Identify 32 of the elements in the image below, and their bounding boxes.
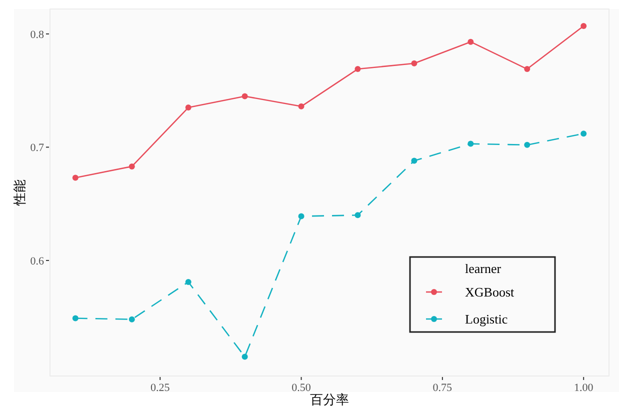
point bbox=[468, 38, 474, 45]
y-tick-label: 0.7 bbox=[30, 142, 44, 154]
point bbox=[185, 104, 192, 111]
point bbox=[580, 130, 587, 137]
point bbox=[72, 174, 78, 181]
y-axis-title: 性能 bbox=[12, 180, 27, 206]
legend-label: XGBoost bbox=[465, 284, 515, 300]
legend-title: learner bbox=[465, 261, 502, 276]
point bbox=[128, 163, 135, 170]
point bbox=[298, 213, 304, 220]
point bbox=[185, 278, 192, 285]
point bbox=[354, 212, 361, 218]
point bbox=[72, 315, 78, 322]
y-tick-label: 0.8 bbox=[30, 28, 44, 41]
point bbox=[524, 142, 530, 148]
legend-label: Logistic bbox=[465, 312, 508, 327]
x-tick-label: 1.00 bbox=[574, 382, 594, 394]
point bbox=[524, 66, 530, 72]
point bbox=[242, 93, 248, 100]
point bbox=[128, 316, 135, 322]
point bbox=[411, 158, 418, 164]
point bbox=[354, 66, 361, 72]
point bbox=[580, 22, 587, 29]
x-tick-label: 0.50 bbox=[292, 382, 312, 394]
point bbox=[298, 103, 304, 110]
x-tick-label: 0.75 bbox=[432, 382, 453, 394]
point bbox=[411, 60, 418, 66]
x-tick-label: 0.25 bbox=[150, 382, 170, 394]
point bbox=[468, 140, 474, 147]
y-tick-label: 0.6 bbox=[30, 255, 44, 268]
x-axis-title: 百分率 bbox=[310, 392, 349, 406]
point bbox=[242, 354, 248, 360]
